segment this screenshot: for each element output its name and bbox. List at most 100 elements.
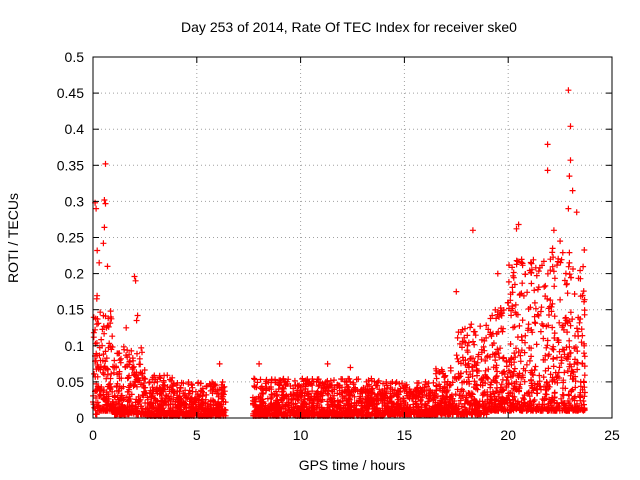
data-point xyxy=(413,385,420,392)
data-point xyxy=(567,123,574,130)
data-point xyxy=(181,392,188,399)
data-point xyxy=(550,227,557,234)
data-point xyxy=(97,309,104,316)
data-point xyxy=(566,343,573,350)
data-point xyxy=(478,356,485,363)
data-point xyxy=(508,380,515,387)
data-point xyxy=(135,393,142,400)
data-point xyxy=(454,386,461,393)
data-point xyxy=(567,274,574,281)
data-point xyxy=(535,312,542,319)
data-point xyxy=(528,260,535,267)
data-point xyxy=(142,376,149,382)
data-point xyxy=(509,303,516,310)
data-point xyxy=(212,388,219,395)
data-point xyxy=(270,409,277,416)
data-point xyxy=(561,369,568,376)
data-point xyxy=(94,399,101,406)
data-point xyxy=(469,397,476,404)
data-point xyxy=(500,354,507,361)
data-point xyxy=(500,369,507,376)
data-point xyxy=(577,267,584,274)
data-point xyxy=(532,305,539,312)
data-point xyxy=(106,340,113,347)
data-point xyxy=(556,319,563,326)
data-point xyxy=(337,398,344,405)
data-point xyxy=(519,395,526,401)
data-point xyxy=(202,396,209,403)
data-point xyxy=(531,319,538,326)
data-point xyxy=(154,398,161,404)
data-point xyxy=(579,360,586,367)
data-point xyxy=(509,289,516,296)
data-point xyxy=(371,391,378,398)
data-point xyxy=(119,392,125,399)
data-point xyxy=(253,395,260,402)
data-point xyxy=(209,379,216,386)
data-point xyxy=(554,354,560,361)
data-point xyxy=(136,355,143,362)
data-point xyxy=(365,396,372,403)
data-point xyxy=(173,404,180,411)
data-point xyxy=(519,337,526,344)
data-point xyxy=(566,259,573,266)
data-point xyxy=(506,305,512,312)
data-point xyxy=(532,406,539,413)
data-point xyxy=(487,399,493,406)
data-point xyxy=(425,380,432,387)
data-point xyxy=(193,403,200,410)
data-point xyxy=(90,329,97,336)
y-tick-label: 0.35 xyxy=(57,157,84,173)
data-point xyxy=(364,411,371,418)
data-point xyxy=(444,378,451,385)
x-axis-label: GPS time / hours xyxy=(299,457,406,473)
data-point xyxy=(173,382,180,388)
data-point xyxy=(373,400,380,407)
data-point xyxy=(540,335,547,342)
data-point xyxy=(94,292,101,299)
data-point xyxy=(505,278,512,285)
data-point xyxy=(577,293,584,300)
data-point xyxy=(251,376,258,383)
data-point xyxy=(96,344,103,351)
data-point xyxy=(524,289,531,296)
data-point xyxy=(474,367,481,374)
data-point xyxy=(96,352,103,359)
data-point xyxy=(472,410,479,417)
data-point xyxy=(182,400,189,407)
data-point xyxy=(507,402,514,409)
data-point xyxy=(249,394,256,401)
data-point xyxy=(388,399,395,406)
data-point xyxy=(381,411,388,418)
data-point xyxy=(272,400,279,407)
data-point xyxy=(531,299,538,306)
data-point xyxy=(485,366,492,373)
data-point xyxy=(168,412,175,419)
data-point xyxy=(366,383,373,390)
data-point xyxy=(485,407,491,414)
data-point xyxy=(557,238,564,245)
data-point xyxy=(471,401,478,408)
data-point xyxy=(572,332,578,339)
data-point xyxy=(395,394,402,401)
data-point xyxy=(547,256,554,263)
data-point xyxy=(564,356,571,363)
data-point xyxy=(510,272,517,279)
data-point xyxy=(461,400,468,407)
data-point xyxy=(121,346,128,353)
data-point xyxy=(382,399,388,406)
data-point xyxy=(198,387,204,394)
data-point xyxy=(568,388,575,395)
data-point xyxy=(134,312,141,319)
data-point xyxy=(418,389,425,396)
data-point xyxy=(458,370,464,377)
data-point xyxy=(94,247,101,254)
data-point xyxy=(513,345,519,352)
data-point xyxy=(560,377,567,384)
data-point xyxy=(265,405,272,412)
data-point xyxy=(490,364,497,371)
data-point xyxy=(470,338,476,345)
data-point xyxy=(130,363,137,370)
data-point xyxy=(166,395,173,402)
data-point xyxy=(433,382,440,389)
